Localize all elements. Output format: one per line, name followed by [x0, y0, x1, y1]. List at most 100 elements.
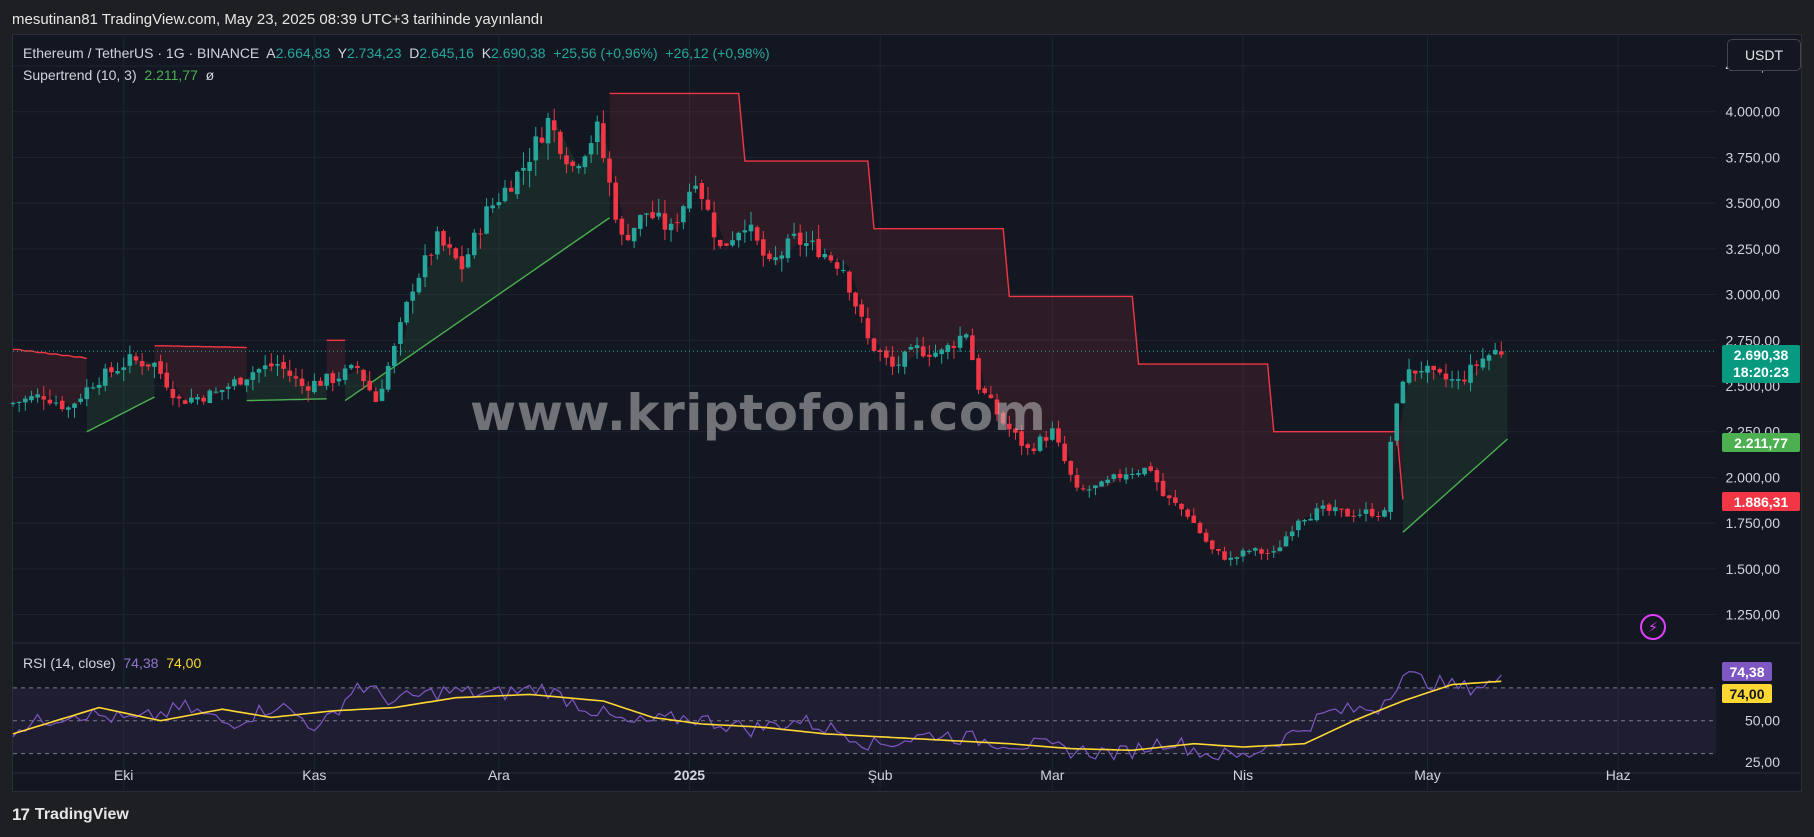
candle-body [976, 358, 981, 390]
candle-body [90, 387, 96, 389]
price-tick-label: 1.250,00 [1726, 607, 1781, 623]
watermark: www.kriptofoni.com [470, 384, 1047, 442]
candle-body [545, 118, 551, 144]
candle-body [1265, 552, 1270, 554]
candle-body [1382, 510, 1387, 517]
open-value: 2.664,83 [275, 45, 331, 61]
candle-body [1173, 497, 1178, 504]
candle-body [681, 206, 686, 223]
lightning-icon[interactable]: ⚡ [1640, 614, 1666, 640]
chart-frame[interactable] [12, 34, 1802, 792]
high-label: Y [337, 45, 347, 61]
candle-body [244, 379, 249, 386]
supertrend-fill-4 [326, 340, 346, 382]
candle-body [164, 372, 170, 388]
candle-body [994, 399, 1000, 415]
rsi-badge-bg [1722, 662, 1772, 681]
candle-body [890, 356, 895, 367]
candle-body [564, 155, 569, 165]
candle-body [41, 396, 47, 400]
candle-body [1007, 423, 1012, 430]
candle-body [1431, 365, 1436, 371]
candle-body [16, 401, 22, 403]
candle-body [256, 369, 262, 373]
rsi-legend[interactable]: RSI (14, close) 74,38 74,00 [23, 655, 201, 671]
supertrend-badge-text: 2.211,77 [1734, 435, 1788, 451]
candle-body [668, 223, 674, 231]
candle-body [66, 407, 71, 410]
candle-body [1376, 515, 1381, 517]
candle-body [828, 255, 834, 261]
candle-body [1037, 436, 1043, 451]
currency-button[interactable]: USDT [1727, 39, 1801, 71]
candle-body [1105, 479, 1110, 484]
candle-body [877, 350, 883, 352]
rsi-label[interactable]: RSI (14, close) [23, 655, 116, 671]
supertrend-line-6 [609, 92, 1404, 500]
candle-body [269, 363, 274, 367]
candle-body [853, 292, 858, 307]
candle-body [797, 232, 803, 245]
candle-body [281, 362, 286, 369]
candle-body [275, 364, 280, 366]
supertrend-badge-bg [1722, 433, 1800, 452]
candle-body [115, 371, 120, 374]
low-value: 2.645,16 [419, 45, 474, 61]
candle-body [59, 400, 65, 410]
rsi-value: 74,38 [123, 655, 159, 671]
symbol-legend[interactable]: Ethereum / TetherUS · 1G · BINANCE A2.66… [23, 45, 770, 61]
candle-body [1308, 518, 1313, 521]
candle-body [1130, 473, 1135, 475]
candle-body [908, 346, 914, 350]
candle-body [1283, 536, 1289, 547]
candle-body [656, 212, 662, 217]
candle-body [1492, 349, 1498, 355]
candle-body [189, 397, 194, 403]
candle-body [1455, 379, 1461, 381]
candle-body [361, 369, 366, 382]
candle-body [1056, 428, 1061, 443]
candle-body [742, 230, 748, 233]
candle-body [945, 345, 951, 352]
candle-body [1062, 443, 1067, 462]
candle-body [1443, 373, 1449, 380]
candle-body [1412, 370, 1418, 374]
close-value: 2.690,38 [491, 45, 546, 61]
candle-body [767, 253, 772, 260]
candle-body [1209, 540, 1215, 550]
symbol-name[interactable]: Ethereum / TetherUS · 1G · BINANCE [23, 45, 260, 61]
candle-body [1462, 379, 1467, 382]
candle-body [631, 227, 637, 242]
candle-body [127, 354, 133, 366]
candle-body [558, 131, 563, 154]
candle-body [1449, 379, 1455, 381]
candle-body [29, 396, 34, 401]
candle-body [730, 240, 735, 246]
candle-body [1357, 514, 1363, 516]
candle-body [336, 378, 342, 382]
candle-body [410, 291, 416, 301]
candle-body [674, 222, 680, 224]
candle-body [1234, 557, 1240, 559]
candle-body [582, 156, 588, 168]
candle-body [102, 368, 108, 386]
candle-body [754, 227, 760, 241]
candle-body [1246, 550, 1252, 552]
supertrend-label[interactable]: Supertrend (10, 3) [23, 67, 137, 83]
time-tick-label: Ara [488, 767, 510, 783]
supertrend-legend[interactable]: Supertrend (10, 3) 2.211,77 ø [23, 67, 214, 83]
candle-body [957, 335, 963, 348]
candle-body [72, 403, 77, 408]
candle-body [1259, 549, 1264, 554]
time-tick-label: May [1414, 767, 1440, 783]
candle-body [207, 390, 213, 404]
candle-body [324, 373, 329, 386]
candle-body [53, 402, 59, 404]
candle-body [859, 304, 864, 317]
candle-body [109, 367, 114, 373]
candle-body [1093, 485, 1098, 489]
candle-body [920, 346, 926, 357]
candle-body [902, 351, 908, 367]
candle-body [804, 243, 809, 246]
